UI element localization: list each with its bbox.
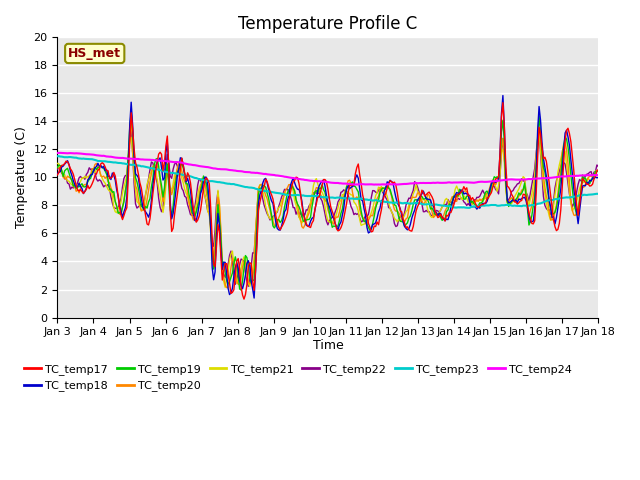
Y-axis label: Temperature (C): Temperature (C) [15,127,28,228]
Title: Temperature Profile C: Temperature Profile C [238,15,417,33]
Legend: TC_temp17, TC_temp18, TC_temp19, TC_temp20, TC_temp21, TC_temp22, TC_temp23, TC_: TC_temp17, TC_temp18, TC_temp19, TC_temp… [20,360,577,396]
Text: HS_met: HS_met [68,47,121,60]
X-axis label: Time: Time [312,339,343,352]
